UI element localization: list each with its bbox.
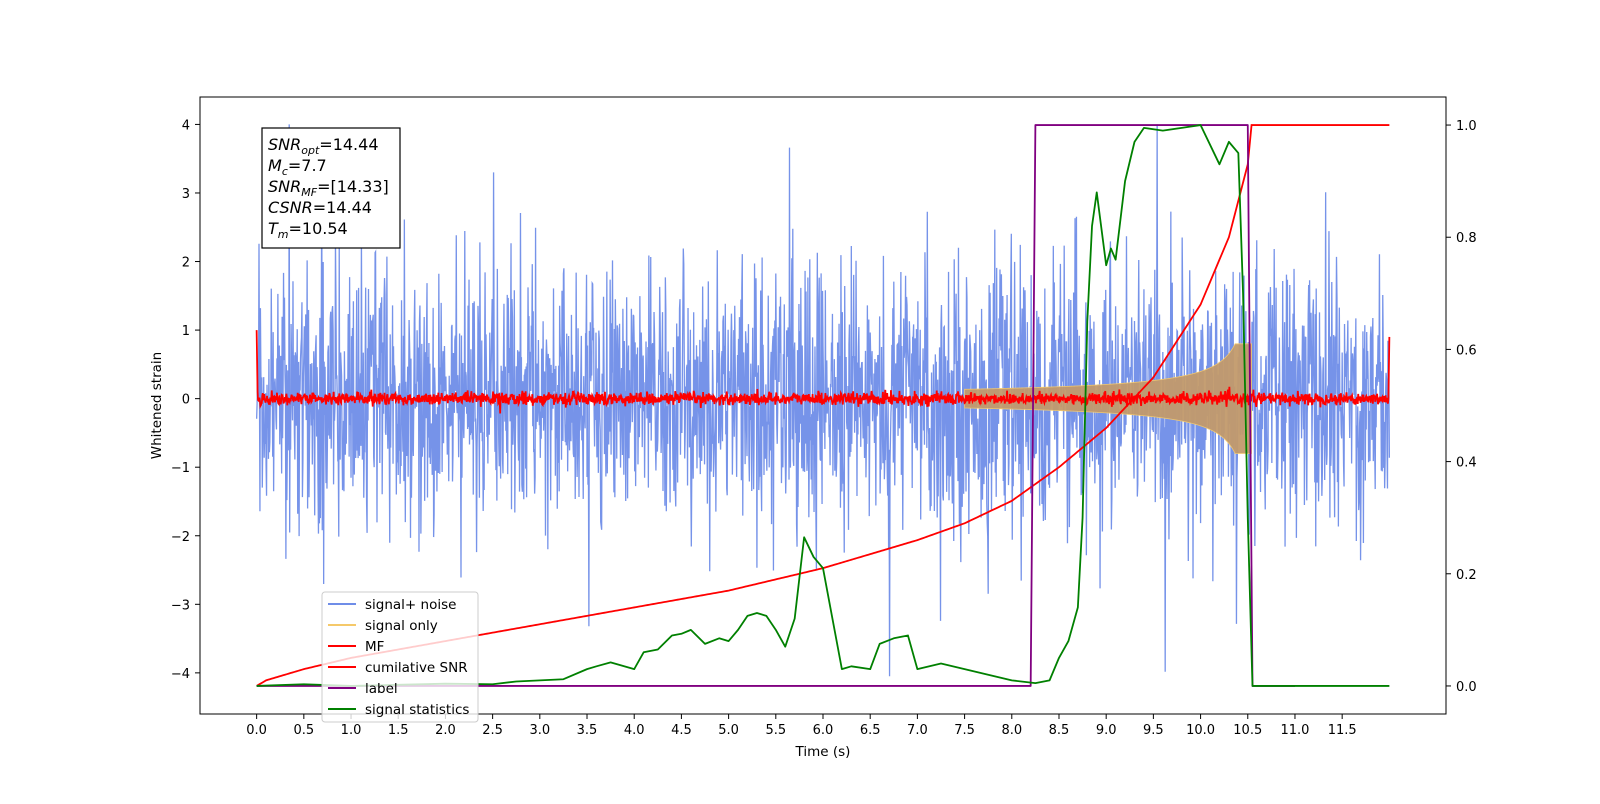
y2-tick-label: 0.8 [1456,231,1477,246]
annotation-value: =14.44 [313,198,372,217]
x-tick-label: 3.0 [529,723,550,738]
y-tick-label: −4 [171,667,190,682]
x-tick-label: 1.5 [388,723,409,738]
annotation-symbol: M [268,156,282,175]
annotation-value: =10.54 [289,219,348,238]
x-tick-label: 8.0 [1001,723,1022,738]
x-tick-label: 4.5 [671,723,692,738]
axes-layer: 0.0 0.5 1.0 1.5 2.0 2.5 3.0 3.5 4.0 4.5 5.0 5.5 6.0 6… [149,96,1477,760]
annotation-symbol: CSNR [268,198,313,217]
y-tick-label: 0 [182,393,190,408]
annotation-subscript: m [278,228,289,241]
annotation-symbol: T [268,219,279,238]
y-tick-label: 3 [182,187,190,202]
y2-tick-label: 0.0 [1456,680,1477,695]
x-tick-label: 5.5 [765,723,786,738]
x-tick-label: 11.5 [1328,723,1357,738]
x-tick-label: 8.5 [1049,723,1070,738]
y2-tick-label: 1.0 [1456,119,1477,134]
y-tick-label: −1 [171,461,190,476]
legend-label: signal statistics [365,702,469,718]
y-tick-label: 2 [182,256,190,271]
annotation-line: Mc=7.7 [268,156,327,178]
legend-label: signal+ noise [365,597,456,613]
x-tick-label: 7.5 [954,723,975,738]
legend-frame [321,591,479,723]
y2-tick-label: 0.2 [1456,568,1477,583]
annotation-subscript: MF [301,186,317,199]
legend-label: MF [365,639,384,655]
annotation-line: CSNR=14.44 [268,198,372,217]
annotation-symbol: SNR [268,135,301,154]
series-mf-line [255,330,1391,414]
annotation-value: =14.44 [319,135,378,154]
x-tick-label: 10.5 [1233,723,1262,738]
x-tick-label: 6.0 [813,723,834,738]
x-tick-label: 3.5 [577,723,598,738]
y2-tick-label: 0.6 [1456,343,1477,358]
annotation-subscript: c [282,165,288,178]
annotation-symbol: SNR [268,177,301,196]
x-tick-label: 5.0 [718,723,739,738]
x-tick-label: 2.0 [435,723,456,738]
annotation-line: Tm=10.54 [268,219,348,241]
y2-tick-label: 0.4 [1456,456,1477,471]
x-tick-label: 1.0 [341,723,362,738]
x-tick-label: 6.5 [860,723,881,738]
annotation-value: =7.7 [288,156,327,175]
x-tick-label: 2.5 [482,723,503,738]
series-layer [255,124,1391,687]
legend-label: label [365,681,398,697]
series-signal-statistics-line [256,124,1390,687]
x-tick-label: 0.0 [246,723,267,738]
annotation-subscript: opt [301,144,320,157]
annotation-line: SNRopt=14.44 [268,135,379,157]
x-tick-label: 0.5 [293,723,314,738]
series-signal-noise-line [255,124,1391,677]
legend-label: signal only [365,618,438,634]
annotation-line: SNRMF=[14.33] [268,177,389,199]
x-tick-label: 11.0 [1280,723,1309,738]
x-tick-label: 7.0 [907,723,928,738]
x-tick-label: 4.0 [624,723,645,738]
x-tick-label: 10.0 [1186,723,1215,738]
y-tick-label: −3 [171,598,190,613]
x-axis-label: Time (s) [795,744,851,760]
y-tick-label: 1 [182,324,190,339]
y-tick-label: 4 [182,118,190,133]
annotation-value: =[14.33] [317,177,389,196]
y-axis-label: Whitened strain [149,352,165,459]
annotation-frame [261,127,401,249]
y-tick-label: −2 [171,530,190,545]
annotation-box: SNRopt=14.44Mc=7.7SNRMF=[14.33]CSNR=14.4… [261,127,401,249]
legend: signal+ noise signal only MF cumilative SNR… [321,591,479,723]
legend-label: cumilative SNR [365,660,468,676]
x-tick-label: 9.0 [1096,723,1117,738]
x-tick-label: 9.5 [1143,723,1164,738]
